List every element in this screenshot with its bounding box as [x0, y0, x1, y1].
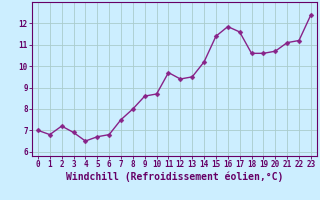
- X-axis label: Windchill (Refroidissement éolien,°C): Windchill (Refroidissement éolien,°C): [66, 172, 283, 182]
